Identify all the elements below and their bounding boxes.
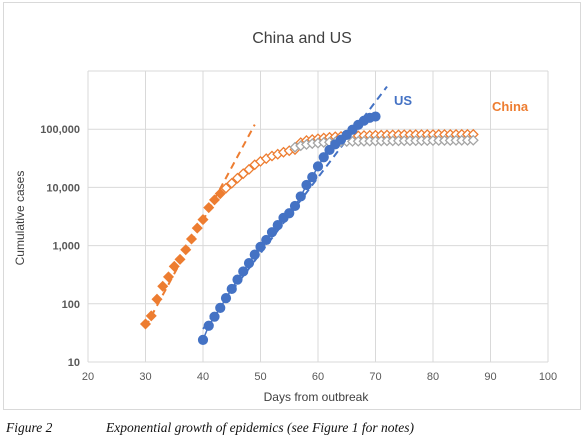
x-tick-label: 100 [539,371,557,383]
x-tick-label: 70 [369,371,381,383]
x-tick-label: 50 [254,371,266,383]
caption-label: Figure 2 [6,420,53,435]
data-point [139,318,152,330]
data-point [226,177,238,189]
y-tick-label: 1,000 [52,241,80,253]
data-point [168,260,180,272]
data-point [255,241,266,252]
data-point [312,161,324,172]
data-point [318,152,329,163]
data-point [238,266,249,277]
data-point [272,220,283,231]
chart-title: China and US [252,30,352,47]
series-labels: China US [394,93,529,114]
series-label-china: China [492,99,529,114]
data-point [151,293,163,305]
data-point [261,234,272,246]
x-tick-label: 60 [312,371,324,383]
data-point [289,200,301,212]
data-point [215,302,226,314]
x-axis-title: Days from outbreak [264,390,370,404]
data-point [191,222,203,234]
y-tick-label: 10,000 [46,182,80,194]
data-point [174,253,186,265]
data-point [220,293,232,304]
data-point [220,182,232,194]
gridlines [87,70,549,363]
data-point [208,194,221,206]
caption-text: Exponential growth of epidemics (see Fig… [106,420,414,435]
data-point [232,274,243,285]
series-us [197,111,381,345]
data-point [180,244,192,256]
data-point [214,188,226,200]
chart-canvas: China and US 10 100 1,000 10,000 100,000 20 3… [13,30,557,404]
data-point [226,283,237,295]
data-point [185,233,198,245]
y-axis-title: Cumulative cases [13,171,27,266]
data-point [197,334,209,345]
data-point [284,208,295,219]
data-point [209,311,220,322]
x-tick-labels: 20 30 40 50 60 70 80 90 100 [82,371,557,383]
data-point [145,310,157,322]
data-point [370,111,381,122]
y-tick-label: 10 [68,357,80,369]
trend-lines [144,85,388,330]
data-point [249,249,260,260]
x-tick-label: 40 [197,371,209,383]
series-label-us: US [394,93,412,108]
data-point [295,191,306,202]
x-tick-label: 30 [139,371,151,383]
data-point [157,280,169,292]
data-point [467,134,479,146]
data-point [301,179,312,191]
data-point [266,227,278,238]
data-points [139,111,479,345]
series-china [139,128,479,330]
data-point [203,202,215,214]
x-tick-label: 20 [82,371,94,383]
data-point [203,320,214,331]
data-point [243,258,255,269]
x-tick-label: 80 [427,371,439,383]
y-tick-labels: 10 100 1,000 10,000 100,000 [40,124,80,369]
figure-caption: Figure 2 Exponential growth of epidemics … [6,420,414,436]
data-point [231,172,244,184]
chart-frame: China and US 10 100 1,000 10,000 100,000 20 3… [3,2,581,410]
y-tick-label: 100,000 [40,124,80,136]
series-secondary [289,134,479,153]
data-point [162,271,175,283]
y-tick-label: 100 [62,299,80,311]
data-point [243,163,255,175]
x-tick-label: 90 [484,371,496,383]
data-point [197,214,209,226]
data-point [307,172,318,183]
